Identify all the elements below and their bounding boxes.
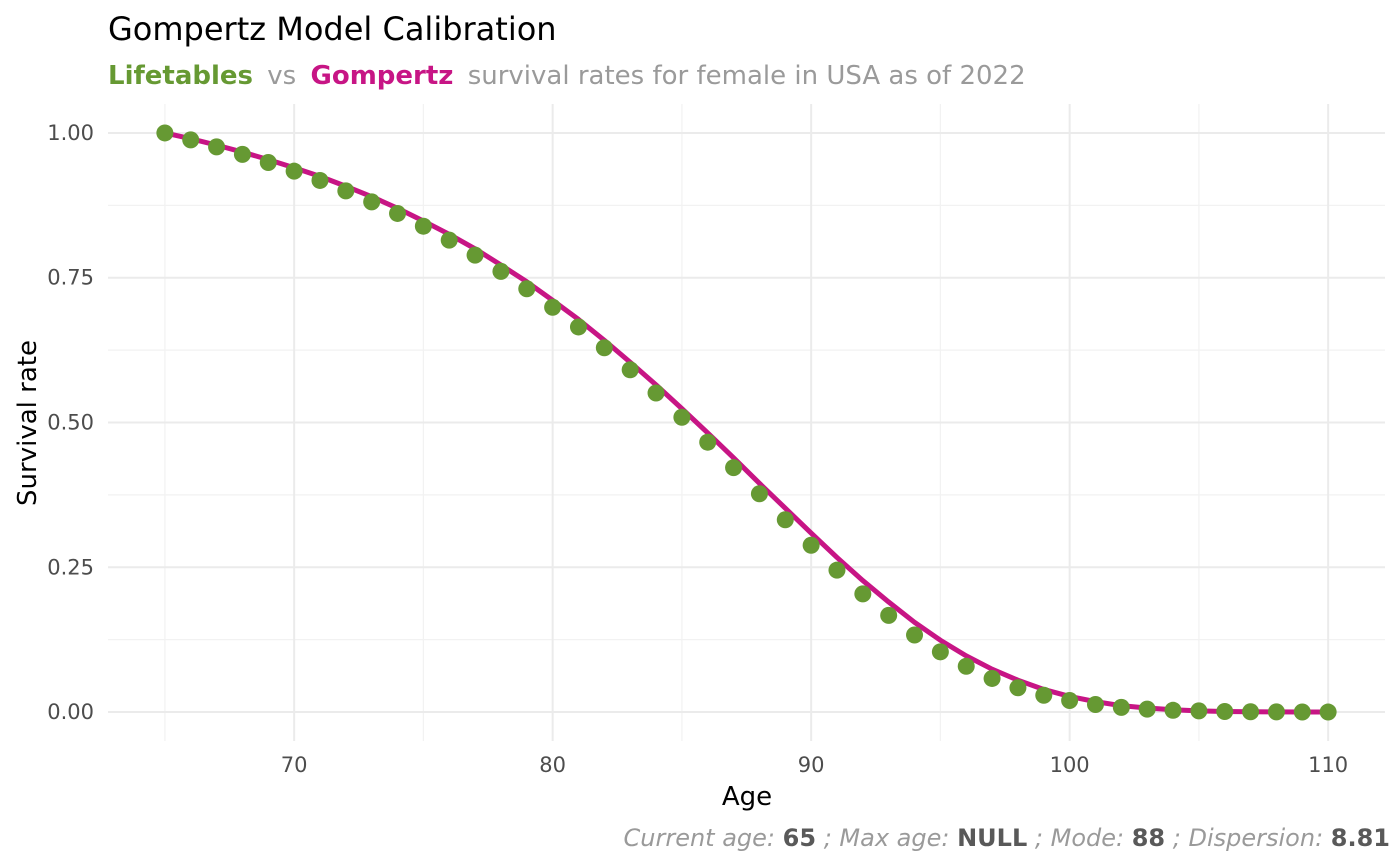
- lifetables-point: [1035, 686, 1053, 704]
- lifetables-point: [1216, 702, 1234, 720]
- y-axis-ticks: 0.00 0.25 0.50 0.75 1.00: [47, 121, 94, 724]
- lifetables-point: [1086, 696, 1104, 714]
- lifetables-point: [233, 145, 251, 163]
- lifetables-point: [389, 204, 407, 222]
- lifetables-point: [285, 162, 303, 180]
- grid: [108, 104, 1385, 741]
- lifetables-point: [931, 643, 949, 661]
- lifetables-point: [647, 384, 665, 402]
- chart-caption: Current age: 65 ; Max age: NULL ; Mode: …: [624, 824, 1391, 852]
- lifetables-point: [492, 262, 510, 280]
- lifetables-point: [569, 318, 587, 336]
- gompertz-curve: [164, 130, 1329, 715]
- lifetables-point: [156, 124, 174, 142]
- lifetables-points: [156, 124, 1337, 721]
- caption-current-age-label: Current age:: [624, 824, 783, 852]
- lifetables-point: [1293, 703, 1311, 721]
- y-tick-label: 0.75: [47, 266, 94, 290]
- x-axis-ticks: 70 80 90 100 110: [281, 753, 1348, 777]
- lifetables-point: [699, 433, 717, 451]
- y-axis-title: Survival rate: [13, 340, 43, 506]
- lifetables-point: [337, 182, 355, 200]
- lifetables-point: [1190, 702, 1208, 720]
- y-tick-label: 1.00: [47, 121, 94, 145]
- caption-mode-value: 88: [1132, 824, 1165, 852]
- lifetables-point: [311, 171, 329, 189]
- lifetables-point: [725, 459, 743, 477]
- lifetables-point: [957, 657, 975, 675]
- lifetables-point: [750, 485, 768, 503]
- caption-max-age-value: NULL: [957, 824, 1027, 852]
- caption-dispersion-label: ; Dispersion:: [1173, 824, 1331, 852]
- lifetables-point: [854, 585, 872, 603]
- lifetables-point: [828, 561, 846, 579]
- lifetables-point: [440, 231, 458, 249]
- subtitle-vs: vs: [267, 61, 296, 91]
- y-tick-label: 0.25: [47, 555, 94, 579]
- lifetables-point: [802, 536, 820, 554]
- lifetables-point: [544, 298, 562, 316]
- x-tick-label: 100: [1050, 753, 1090, 777]
- subtitle-gompertz: Gompertz: [311, 61, 454, 91]
- lifetables-point: [208, 138, 226, 156]
- x-tick-label: 90: [798, 753, 825, 777]
- lifetables-point: [518, 280, 536, 298]
- y-tick-label: 0.50: [47, 411, 94, 435]
- lifetables-point: [880, 606, 898, 624]
- lifetables-point: [673, 408, 691, 426]
- lifetables-point: [621, 361, 639, 379]
- lifetables-point: [983, 669, 1001, 687]
- lifetables-point: [1061, 691, 1079, 709]
- lifetables-point: [182, 131, 200, 149]
- caption-dispersion-value: 8.81: [1331, 824, 1390, 852]
- lifetables-point: [906, 626, 924, 644]
- lifetables-point: [1009, 679, 1027, 697]
- caption-max-age-label: ; Max age:: [824, 824, 957, 852]
- caption-current-age-value: 65: [783, 824, 816, 852]
- x-axis-title: Age: [722, 782, 772, 812]
- x-tick-label: 80: [539, 753, 566, 777]
- chart-subtitle: Lifetables vs Gompertz survival rates fo…: [108, 61, 1026, 91]
- lifetables-point: [1319, 703, 1337, 721]
- lifetables-point: [1112, 698, 1130, 716]
- lifetables-point: [1242, 703, 1260, 721]
- lifetables-point: [363, 193, 381, 211]
- lifetables-point: [1164, 701, 1182, 719]
- x-tick-label: 70: [281, 753, 308, 777]
- lifetables-point: [414, 217, 432, 235]
- lifetables-point: [595, 339, 613, 357]
- y-tick-label: 0.00: [47, 700, 94, 724]
- lifetables-point: [1138, 700, 1156, 718]
- caption-mode-label: ; Mode:: [1035, 824, 1132, 852]
- chart-title: Gompertz Model Calibration: [108, 10, 557, 48]
- subtitle-lifetables: Lifetables: [108, 61, 253, 91]
- lifetables-point: [776, 511, 794, 529]
- lifetables-point: [259, 153, 277, 171]
- x-tick-label: 110: [1308, 753, 1348, 777]
- lifetables-point: [1267, 703, 1285, 721]
- subtitle-rest: survival rates for female in USA as of 2…: [468, 61, 1026, 91]
- lifetables-point: [466, 246, 484, 264]
